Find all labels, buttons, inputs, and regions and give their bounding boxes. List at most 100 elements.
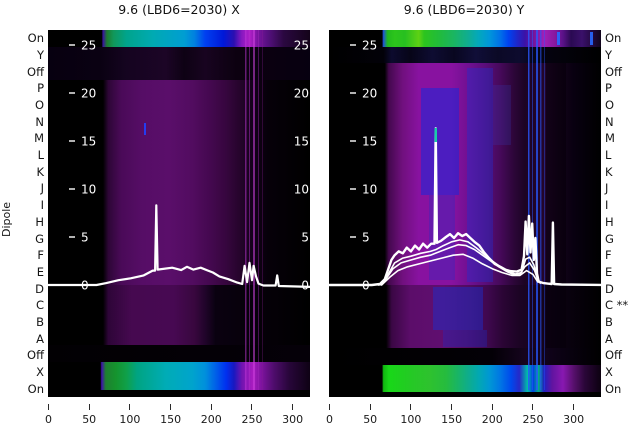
dipole-row-label-right: H [605,214,614,229]
dipole-row-label-right: A [605,331,613,346]
dipole-row-label-right: C ** [605,298,629,313]
dipole-row-label-right: Off [605,64,622,79]
dipole-row-label-left: P [37,81,44,96]
inner-ytick-label-right: 20 [294,87,309,101]
heatmap-panel-x: 25 25 20 20 15 15 10 10 5 5 0 0 [48,30,310,397]
inner-ytick-label: 25 [362,39,377,53]
dipole-row-label-right: P [605,81,612,96]
inner-ytick-label: 15 [81,135,96,149]
x-tick [329,404,330,410]
right-panel-title: 9.6 (LBD6=2030) Y [403,2,525,17]
x-tick [532,404,534,410]
x-tick-label: 150 [441,413,463,426]
inner-ytick-label: 10 [81,183,96,197]
inner-ytick-label-right: 0 [301,279,309,293]
x-tick-label: 100 [119,413,141,426]
x-profile [48,204,310,288]
inner-ytick-label-right: 5 [301,231,309,245]
dipole-row-label-right: I [605,198,609,213]
x-tick-label: 200 [200,413,222,426]
y-profile-2 [377,239,541,286]
x-axis-right-panel: 0 50 100 150 200 250 300 [326,397,601,437]
x-tick-label: 300 [282,413,304,426]
dipole-row-label-right: F [605,248,612,263]
y-profile-4 [380,253,539,286]
dipole-row-label-left: M [34,131,44,146]
inner-ytick-label: 5 [81,231,89,245]
x-tick [292,404,294,410]
dipole-row-label-left: C [35,298,44,313]
dipole-row-label-right: N [605,114,614,129]
dipole-row-label-left: D [35,281,44,296]
dipole-row-label-left: E [36,264,44,279]
x-tick-label: 0 [326,413,333,426]
dipole-row-label-left: X [36,364,44,379]
dipole-row-label-left: A [36,331,44,346]
inner-ytick-label-right: 10 [294,183,309,197]
left-panel-title: 9.6 (LBD6=2030) X [118,2,240,17]
dipole-row-label-right: O [605,98,615,113]
dipole-row-label-left: Off [27,64,44,79]
x-tick [573,404,575,410]
dipole-row-label-left: Off [27,348,44,363]
x-tick-label: 250 [522,413,544,426]
x-tick [251,404,253,410]
x-tick [491,404,493,410]
x-tick-label: 100 [400,413,422,426]
x-tick-label: 250 [241,413,263,426]
inner-ytick-label: 5 [362,231,370,245]
dipole-row-label-left: L [37,148,44,163]
dipole-row-label-left: O [34,98,44,113]
dipole-row-label-left: N [35,114,44,129]
inner-ytick-label: 25 [81,39,96,53]
dipole-row-label-right: D [605,281,614,296]
x-tick [369,404,371,410]
dipole-row-label-right: Y [605,48,613,63]
x-tick [410,404,412,410]
x-tick [129,404,131,410]
dipole-row-label-left: Y [36,48,44,63]
heatmap-panel-y: 25 20 15 10 5 0 [329,30,601,397]
x-tick-label: 0 [45,413,52,426]
dipole-row-label-left: J [40,181,44,196]
dipole-row-label-left: F [37,248,44,263]
x-tick-label: 50 [363,413,378,426]
x-tick-label: 150 [160,413,182,426]
dipole-row-label-right: X [605,364,613,379]
dipole-row-label-left: G [35,231,44,246]
dipole-row-label-left: K [36,164,44,179]
dipole-row-label-right: On [605,31,622,46]
inner-ytick-label-right: 25 [294,39,309,53]
x-tick-label: 200 [481,413,503,426]
x-tick [210,404,212,410]
dipole-row-label-right: B [605,314,613,329]
x-axis-left-panel: 0 50 100 150 200 250 300 [45,397,310,437]
dipole-row-label-left: H [35,214,44,229]
y-profile-main [329,127,601,287]
inner-ytick-label: 15 [362,135,377,149]
x-tick-label: 300 [563,413,585,426]
x-tick-label: 50 [82,413,97,426]
x-tick [170,404,172,410]
dipole-row-label-left: I [40,198,44,213]
y-profile-3 [379,243,542,286]
inner-ytick-label: 10 [362,183,377,197]
dipole-row-label-right: E [605,264,613,279]
dipole-row-label-left: On [27,31,44,46]
inner-ytick-label-right: 15 [294,135,309,149]
dipole-row-label-left: On [27,381,44,396]
dipole-row-label-right: On [605,381,622,396]
dipole-row-label-right: J [605,181,609,196]
dipole-row-label-right: Off [605,348,622,363]
inner-ytick-label: 20 [81,87,96,101]
dipole-row-label-right: M [605,131,615,146]
dipole-row-label-right: K [605,164,613,179]
x-tick [88,404,90,410]
dipole-row-label-left: B [36,314,44,329]
x-tick [48,404,49,410]
dipole-row-label-right: L [605,148,612,163]
inner-ytick-label: 20 [362,87,377,101]
x-tick [451,404,453,410]
dipole-row-label-right: G [605,231,614,246]
